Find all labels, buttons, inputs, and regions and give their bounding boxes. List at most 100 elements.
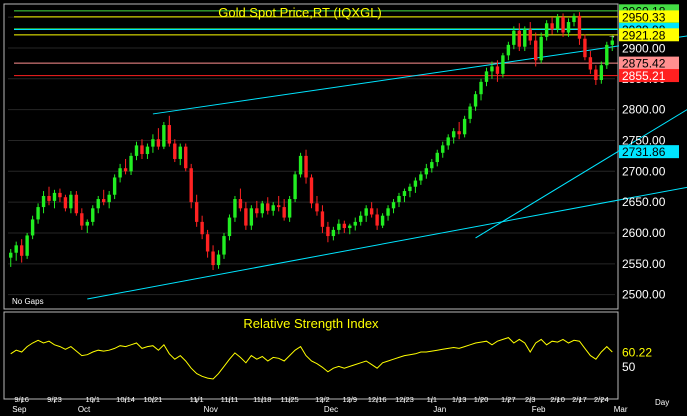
price-tag-box-4 [619,28,679,42]
candle-body-21 [123,168,128,172]
candle-body-80 [446,137,450,146]
candle-body-61 [342,223,347,229]
candle-74 [413,177,418,193]
candle-body-0 [9,252,13,258]
candle-body-98 [544,23,549,37]
candle-body-25 [145,146,150,155]
candle-83 [462,115,467,138]
candle-12 [74,191,79,216]
candle-body-15 [91,208,95,222]
candle-95 [528,22,532,45]
candle-9 [58,188,62,203]
candle-70 [391,199,396,214]
candle-6 [41,191,46,214]
candle-18 [107,191,111,209]
candle-body-71 [397,195,401,203]
candle-85 [473,91,478,111]
candle-body-78 [435,152,439,163]
candle-103 [572,13,576,27]
candle-body-73 [408,186,412,192]
candle-body-37 [211,251,215,266]
candle-body-30 [173,143,177,159]
price-tick-label-2: 2600.00 [622,226,666,240]
candle-body-41 [233,199,237,218]
candle-50 [282,199,286,221]
candle-7 [47,186,51,206]
candle-11 [69,191,73,214]
trendline-0 [152,35,687,115]
candle-body-75 [419,174,423,181]
candle-32 [184,143,188,172]
candle-body-45 [255,208,259,214]
candle-body-27 [156,139,161,147]
date-tick-label-6: 11/11 [221,395,239,404]
rsi-chart-title: Relative Strength Index [243,316,379,331]
candle-body-64 [359,215,363,222]
candle-2 [19,239,24,263]
candle-90 [501,52,505,78]
candle-body-18 [107,194,111,203]
candle-body-12 [74,194,79,214]
candle-38 [216,250,221,269]
candle-99 [550,17,554,35]
candlestick-series [9,12,614,270]
candle-82 [457,121,461,140]
candle-94 [523,26,527,52]
rsi-last-tag: 60.22 [622,345,652,359]
date-tick-label-20: 2/24 [594,395,609,404]
month-label-0: Sep [12,405,27,414]
month-label-4: Jan [433,405,446,414]
candle-body-38 [216,254,221,266]
candle-93 [517,23,521,52]
candle-body-82 [457,131,461,135]
candle-body-7 [47,195,51,201]
candle-body-81 [451,131,456,138]
candle-57 [320,205,325,233]
candle-body-36 [205,234,210,252]
date-tick-label-18: 2/10 [550,395,565,404]
date-tick-label-3: 10/14 [116,395,135,404]
candle-body-83 [462,118,467,135]
candle-body-5 [36,207,40,220]
candle-60 [337,219,341,235]
candle-body-19 [112,177,117,195]
price-tick-label-3: 2650.00 [622,195,666,209]
candle-0 [9,249,13,267]
date-tick-label-9: 12/2 [315,395,330,404]
rsi-tick-label: 50 [622,360,636,374]
date-tick-label-17: 2/3 [525,395,535,404]
last-price-arrow: → [608,31,616,40]
rsi-line [10,337,613,380]
date-tick-label-8: 11/25 [281,395,299,404]
candle-14 [85,219,89,233]
candle-body-49 [276,205,281,208]
candle-62 [348,223,352,235]
candle-body-52 [293,174,297,200]
candle-84 [468,103,472,124]
candle-body-104 [577,15,582,39]
candle-20 [118,163,122,183]
candle-body-6 [41,195,46,208]
candle-17 [102,189,106,206]
candle-91 [506,41,511,61]
candle-body-23 [134,145,139,156]
candle-28 [162,121,166,150]
candle-body-68 [380,215,385,226]
date-tick-label-11: 12/16 [368,395,387,404]
candle-77 [430,158,434,173]
candle-58 [326,221,330,243]
candle-body-35 [200,221,204,235]
candle-body-94 [523,29,527,47]
candle-body-56 [315,203,319,212]
candle-5 [36,203,40,224]
candle-body-42 [238,199,243,209]
candle-80 [446,134,450,150]
candle-59 [331,226,336,241]
candle-body-16 [96,199,100,209]
candle-body-87 [484,71,489,82]
candle-53 [298,152,303,178]
candle-body-69 [386,208,390,216]
candle-40 [227,214,232,241]
candle-21 [123,158,128,175]
